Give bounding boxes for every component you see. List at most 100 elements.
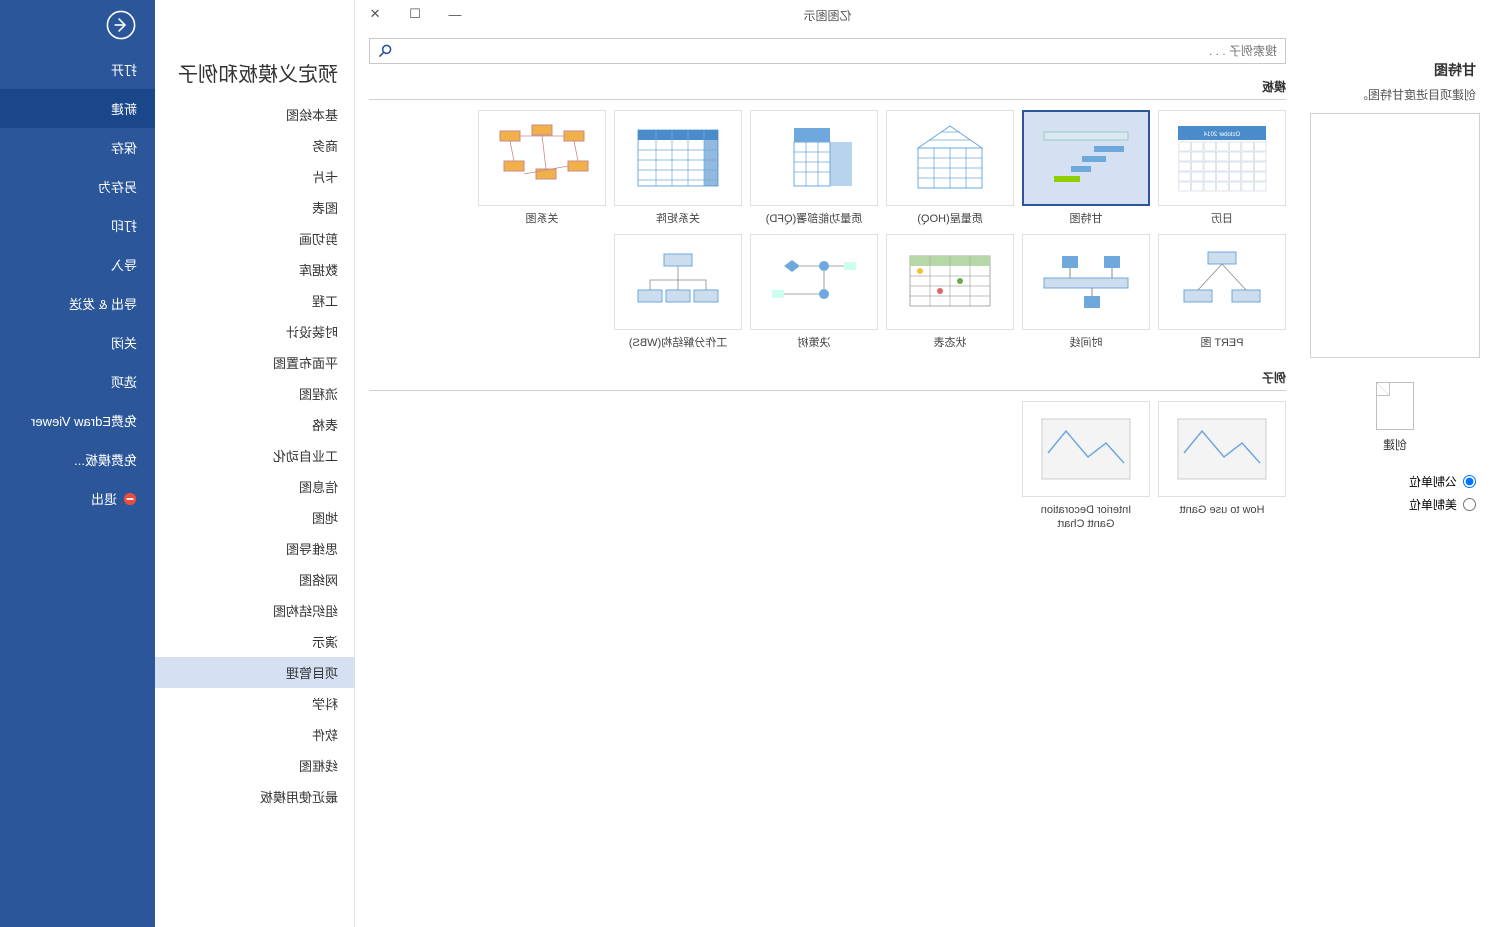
category-item[interactable]: 信息图 bbox=[155, 471, 354, 502]
category-item[interactable]: 最近使用模板 bbox=[155, 781, 354, 812]
category-item[interactable]: 思维导图 bbox=[155, 533, 354, 564]
template-thumbnail bbox=[614, 110, 742, 206]
template-label: 状态表 bbox=[934, 330, 967, 350]
close-button[interactable]: ✕ bbox=[355, 0, 395, 28]
menu-export[interactable]: 导出 & 发送 bbox=[0, 284, 155, 323]
category-item[interactable]: 剪切画 bbox=[155, 223, 354, 254]
preview-description: 创建项目进度甘特图。 bbox=[1356, 86, 1476, 103]
category-item[interactable]: 软件 bbox=[155, 719, 354, 750]
unit-metric-radio[interactable] bbox=[1463, 475, 1476, 488]
maximize-button[interactable]: ☐ bbox=[395, 0, 435, 28]
menu-new[interactable]: 新建 bbox=[0, 89, 155, 128]
exit-icon bbox=[123, 492, 137, 506]
menu-import[interactable]: 导入 bbox=[0, 245, 155, 284]
tpl-relmatrix[interactable]: 关系矩阵 bbox=[614, 110, 742, 226]
tpl-decision[interactable]: 决策树 bbox=[750, 234, 878, 350]
template-thumbnail bbox=[886, 234, 1014, 330]
menu-close[interactable]: 关闭 bbox=[0, 323, 155, 362]
template-label: 工作分解结构(WBS) bbox=[629, 330, 727, 350]
tpl-pert[interactable]: PERT 图 bbox=[1158, 234, 1286, 350]
example-label: How to use Gantt bbox=[1180, 497, 1265, 517]
back-arrow-icon bbox=[105, 9, 137, 41]
section-templates-header: 模板 bbox=[355, 70, 1300, 99]
tpl-calendar[interactable]: October 2014 日历 bbox=[1158, 110, 1286, 226]
category-item[interactable]: 演示 bbox=[155, 626, 354, 657]
category-item[interactable]: 组织结构图 bbox=[155, 595, 354, 626]
category-item[interactable]: 工业自动化 bbox=[155, 440, 354, 471]
menu-exit[interactable]: 退出 bbox=[0, 479, 155, 518]
unit-metric-option[interactable]: 公制单位 bbox=[1409, 473, 1476, 490]
search-icon[interactable] bbox=[377, 43, 393, 59]
create-label: 创建 bbox=[1383, 436, 1407, 453]
preview-thumbnail bbox=[1310, 113, 1480, 358]
user-label[interactable]: eva ▾ bbox=[10, 32, 39, 46]
tpl-relation[interactable]: 关系图 bbox=[478, 110, 606, 226]
new-doc-icon bbox=[1376, 382, 1414, 430]
unit-options: 公制单位 美制单位 bbox=[1409, 473, 1476, 513]
tpl-status[interactable]: 状态表 bbox=[886, 234, 1014, 350]
template-thumbnail: October 2014 bbox=[1158, 110, 1286, 206]
example-thumbnail bbox=[1158, 401, 1286, 497]
menu-open[interactable]: 打开 bbox=[0, 50, 155, 89]
category-item[interactable]: 线框图 bbox=[155, 750, 354, 781]
template-thumbnail bbox=[886, 110, 1014, 206]
create-button[interactable]: 创建 bbox=[1376, 382, 1414, 453]
category-item[interactable]: 图表 bbox=[155, 192, 354, 223]
template-thumbnail bbox=[478, 110, 606, 206]
template-label: 时间线 bbox=[1070, 330, 1103, 350]
category-item[interactable]: 平面布置图 bbox=[155, 347, 354, 378]
category-item[interactable]: 基本绘图 bbox=[155, 99, 354, 130]
unit-imperial-option[interactable]: 美制单位 bbox=[1409, 496, 1476, 513]
category-item[interactable]: 流程图 bbox=[155, 378, 354, 409]
template-label: 日历 bbox=[1211, 206, 1233, 226]
category-item[interactable]: 数据库 bbox=[155, 254, 354, 285]
example-label: Interior Decoration Gantt Chart bbox=[1026, 497, 1146, 532]
template-label: PERT 图 bbox=[1201, 330, 1244, 350]
titlebar: 亿图图示 — ☐ ✕ bbox=[355, 0, 1300, 30]
tpl-qfd[interactable]: 质量功能部署(QFD) bbox=[750, 110, 878, 226]
menu-save[interactable]: 保存 bbox=[0, 128, 155, 167]
template-label: 质量功能部署(QFD) bbox=[766, 206, 863, 226]
template-label: 关系矩阵 bbox=[656, 206, 700, 226]
template-thumbnail bbox=[1022, 234, 1150, 330]
ex-interior-gantt[interactable]: Interior Decoration Gantt Chart bbox=[1022, 401, 1150, 532]
examples-grid: How to use Gantt Interior Decoration Gant… bbox=[355, 391, 1300, 542]
category-panel: 预定义模板和例子 基本绘图商务卡片图表剪切画数据库工程时装设计平面布置图流程图表… bbox=[155, 0, 355, 927]
example-thumbnail bbox=[1022, 401, 1150, 497]
search-row bbox=[355, 30, 1300, 70]
tpl-timeline[interactable]: 时间线 bbox=[1022, 234, 1150, 350]
category-item[interactable]: 科学 bbox=[155, 688, 354, 719]
category-item[interactable]: 工程 bbox=[155, 285, 354, 316]
tpl-wbs[interactable]: 工作分解结构(WBS) bbox=[614, 234, 742, 350]
template-thumbnail bbox=[1022, 110, 1150, 206]
window-controls: — ☐ ✕ bbox=[355, 0, 475, 28]
file-menu-sidebar: 打开新建保存另存为打印导入导出 & 发送关闭选项免费Edraw Viewer免费… bbox=[0, 0, 155, 927]
category-item[interactable]: 时装设计 bbox=[155, 316, 354, 347]
tpl-gantt[interactable]: 甘特图 bbox=[1022, 110, 1150, 226]
category-item[interactable]: 网络图 bbox=[155, 564, 354, 595]
section-examples-header: 例子 bbox=[355, 361, 1300, 390]
template-label: 质量屋(HOQ) bbox=[917, 206, 982, 226]
menu-options[interactable]: 选项 bbox=[0, 362, 155, 401]
template-thumbnail bbox=[750, 110, 878, 206]
unit-imperial-radio[interactable] bbox=[1463, 498, 1476, 511]
preview-panel: eva ▾ 甘特图 创建项目进度甘特图。 创建 公制单位 美制单位 bbox=[1300, 0, 1490, 927]
search-input[interactable] bbox=[369, 38, 1286, 64]
template-label: 甘特图 bbox=[1070, 206, 1103, 226]
category-item[interactable]: 项目管理 bbox=[155, 657, 354, 688]
menu-print[interactable]: 打印 bbox=[0, 206, 155, 245]
category-item[interactable]: 地图 bbox=[155, 502, 354, 533]
category-item[interactable]: 商务 bbox=[155, 130, 354, 161]
menu-viewer[interactable]: 免费Edraw Viewer bbox=[0, 401, 155, 440]
tpl-hoq[interactable]: 质量屋(HOQ) bbox=[886, 110, 1014, 226]
menu-templates[interactable]: 免费模板... bbox=[0, 440, 155, 479]
template-thumbnail bbox=[614, 234, 742, 330]
template-thumbnail bbox=[1158, 234, 1286, 330]
category-item[interactable]: 卡片 bbox=[155, 161, 354, 192]
minimize-button[interactable]: — bbox=[435, 0, 475, 28]
svg-text:October 2014: October 2014 bbox=[1203, 132, 1240, 138]
menu-saveas[interactable]: 另存为 bbox=[0, 167, 155, 206]
template-label: 决策树 bbox=[798, 330, 831, 350]
category-item[interactable]: 表格 bbox=[155, 409, 354, 440]
ex-howto-gantt[interactable]: How to use Gantt bbox=[1158, 401, 1286, 532]
